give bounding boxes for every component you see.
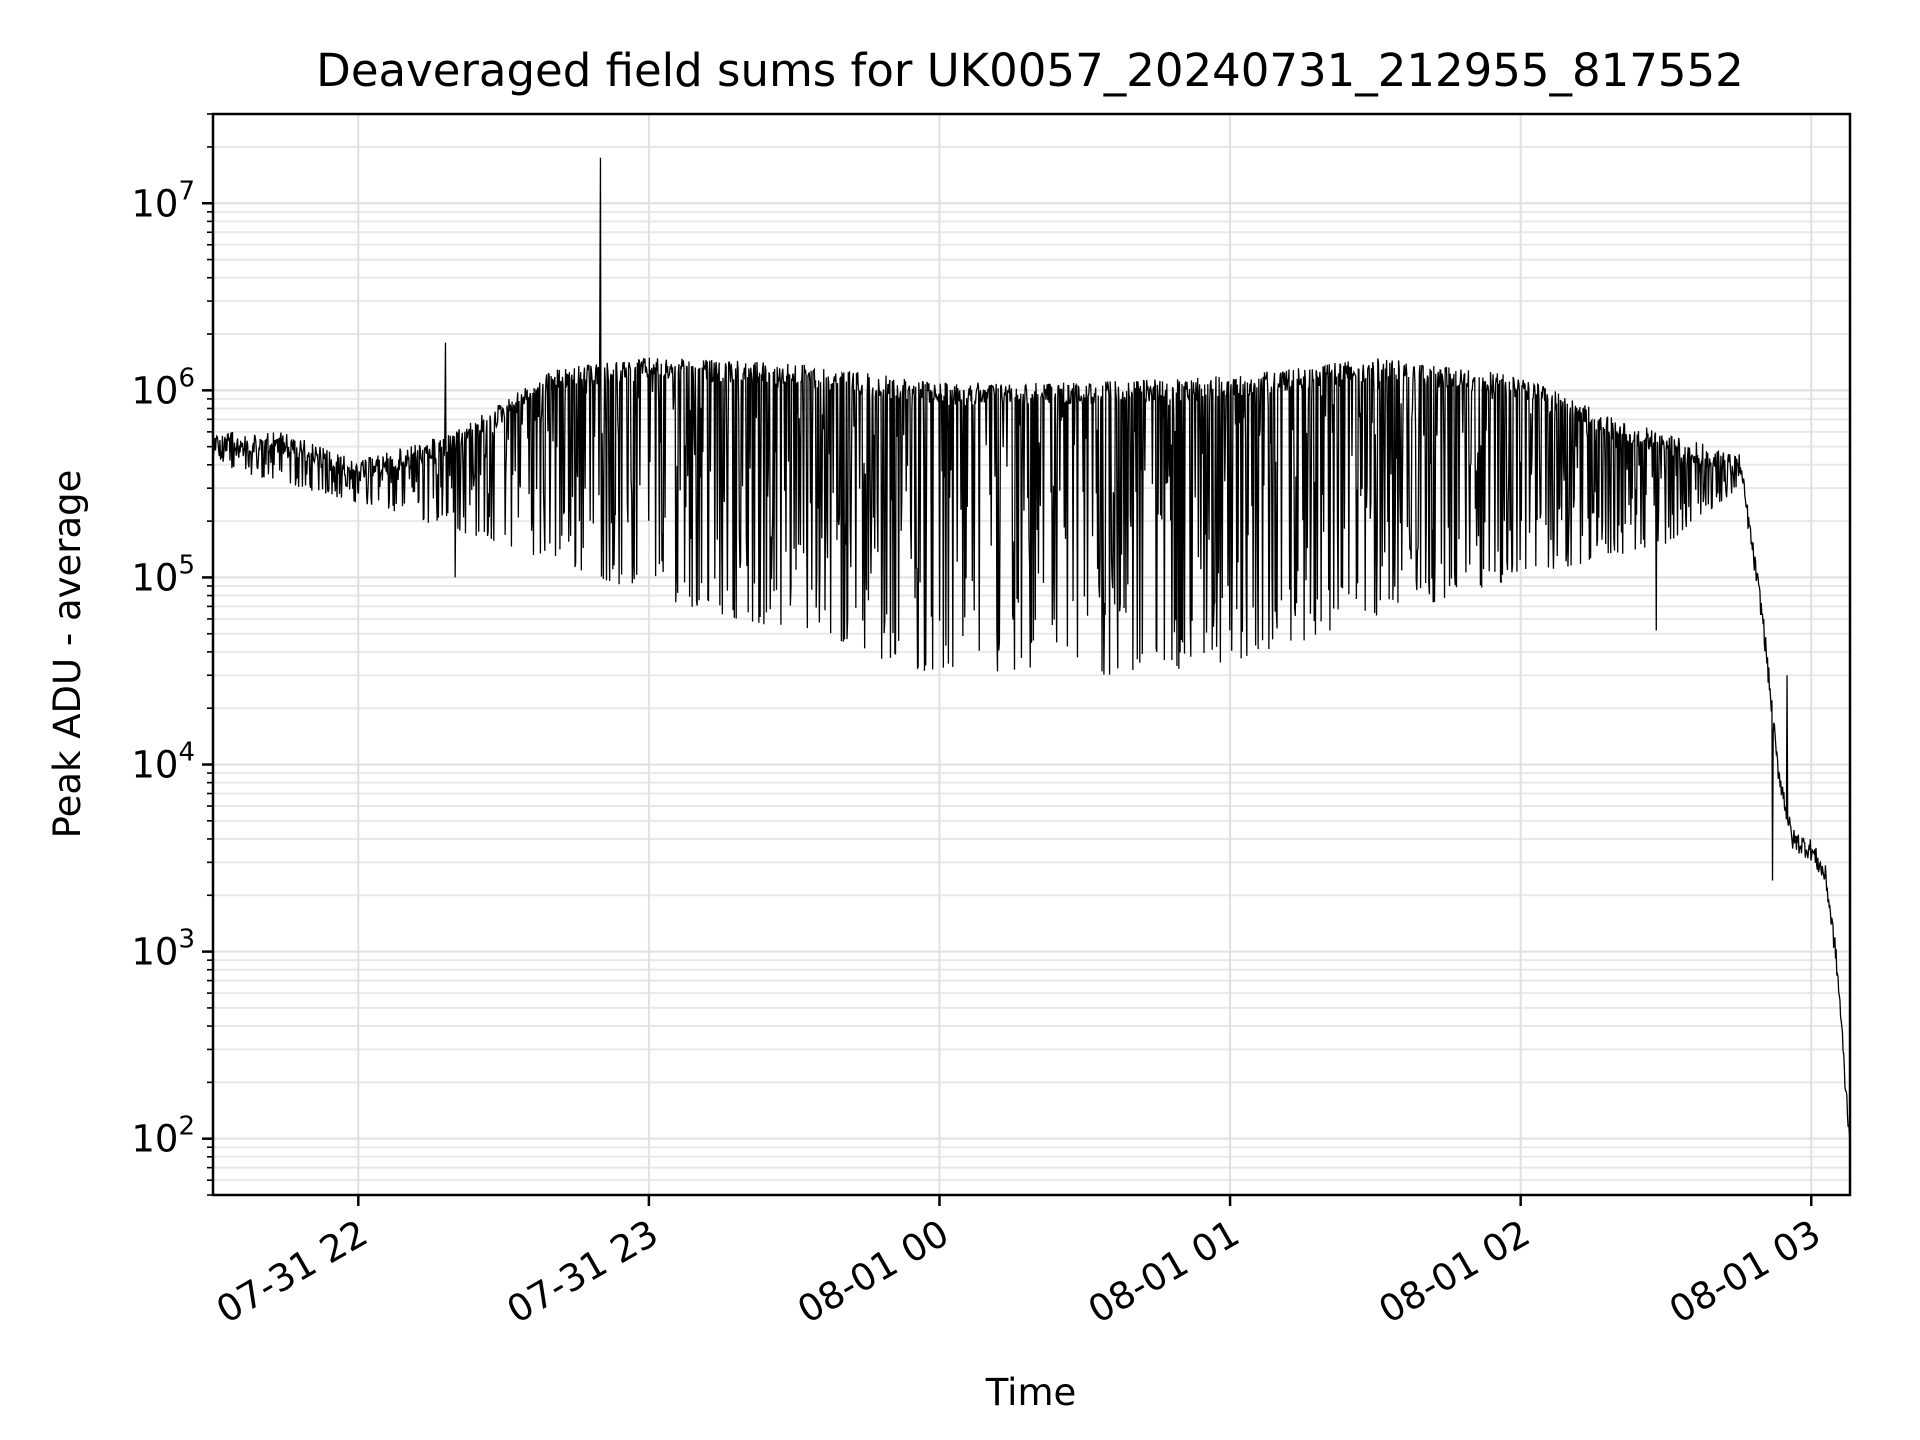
plot-area	[212, 157, 1851, 1143]
y-tick-label: 107	[131, 176, 195, 225]
x-tick-label: 08-01 02	[1372, 1212, 1538, 1332]
y-tick-label: 105	[131, 550, 195, 599]
y-tick-label: 103	[131, 925, 195, 974]
plot-frame	[211, 112, 1852, 1197]
x-tick-label: 08-01 03	[1662, 1212, 1828, 1332]
y-axis-label: Peak ADU - average	[46, 470, 89, 839]
grid	[213, 113, 1850, 1196]
series-line	[212, 157, 1851, 1143]
x-tick-label: 07-31 23	[500, 1212, 666, 1332]
x-axis: 07-31 22 07-31 23 08-01 00 08-01 01 08-01 02…	[209, 1195, 1828, 1332]
x-tick-label: 07-31 22	[209, 1212, 375, 1332]
y-tick-label: 106	[131, 363, 195, 412]
y-tick-label: 104	[131, 738, 195, 787]
x-tick-label: 08-01 00	[790, 1212, 956, 1332]
chart-title: Deaveraged field sums for UK0057_2024073…	[316, 44, 1744, 97]
x-axis-label: Time	[985, 1371, 1077, 1414]
y-tick-label: 102	[131, 1112, 195, 1161]
y-axis: 102 103 104 105 106 107	[131, 113, 213, 1196]
x-tick-label: 08-01 01	[1081, 1212, 1247, 1332]
